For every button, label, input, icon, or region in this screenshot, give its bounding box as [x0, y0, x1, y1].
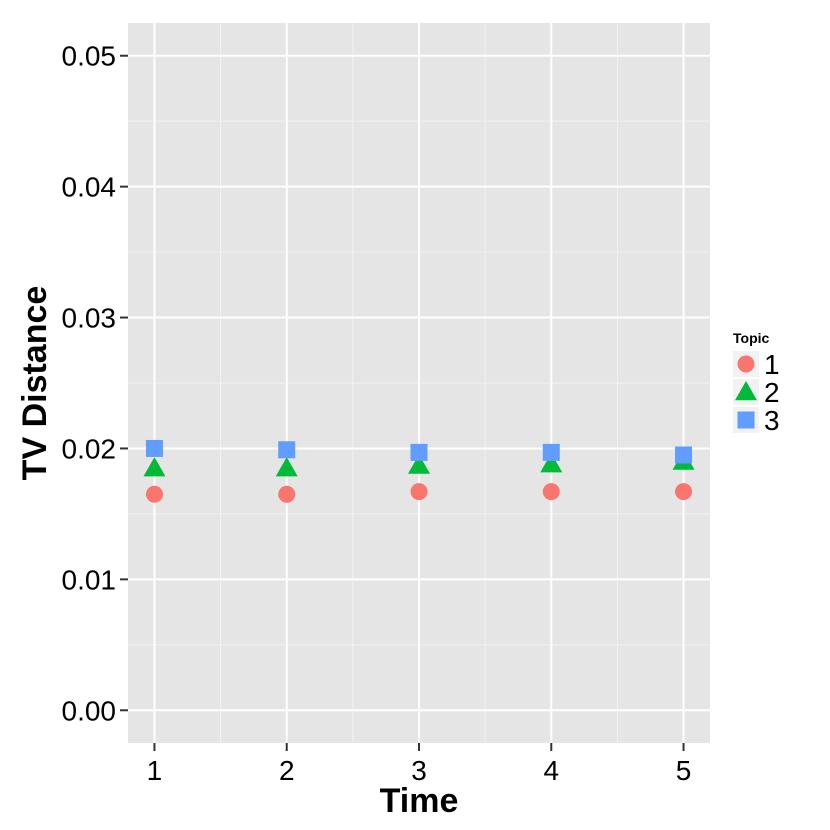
- y-tick-label: 0.02: [62, 433, 117, 464]
- legend-title: Topic: [733, 330, 770, 346]
- data-point-topic-1: [542, 483, 560, 501]
- data-point-topic-3: [675, 446, 693, 464]
- y-tick-label: 0.05: [62, 41, 117, 72]
- data-point-topic-1: [145, 485, 163, 503]
- legend-label-topic-1: 1: [764, 349, 780, 380]
- y-tick-label: 0.04: [62, 172, 117, 203]
- data-point-topic-3: [278, 441, 296, 459]
- x-tick-label: 1: [147, 755, 163, 786]
- x-tick-label: 5: [676, 755, 692, 786]
- axis-ticks: [120, 54, 685, 751]
- x-tick-label: 3: [411, 755, 427, 786]
- data-point-topic-3: [145, 439, 163, 457]
- data-point-topic-2: [540, 453, 563, 473]
- legend: Topic 123: [733, 330, 780, 436]
- y-tick-label: 0.03: [62, 303, 117, 334]
- legend-label-topic-3: 3: [764, 405, 780, 436]
- data-point-topic-2: [275, 457, 298, 477]
- legend-key-topic-3: [737, 411, 755, 429]
- y-tick-label: 0.01: [62, 564, 117, 595]
- x-axis-tick-labels: 1 2 3 4 5: [147, 755, 692, 786]
- data-point-topic-1: [278, 485, 296, 503]
- data-point-topic-3: [410, 443, 428, 461]
- x-axis-title: Time: [380, 782, 459, 820]
- grid: [128, 23, 710, 743]
- data-point-topic-3: [542, 443, 560, 461]
- x-tick-label: 2: [279, 755, 295, 786]
- y-tick-label: 0.00: [62, 695, 117, 726]
- legend-key-topic-2: [735, 381, 757, 401]
- data-point-topic-1: [410, 483, 428, 501]
- data-point-topic-2: [143, 457, 166, 477]
- legend-key-topic-1: [737, 355, 755, 373]
- y-axis-tick-labels: 0.00 0.01 0.02 0.03 0.04 0.05: [62, 41, 117, 727]
- legend-label-topic-2: 2: [764, 377, 780, 408]
- data-point-topic-1: [675, 483, 693, 501]
- x-tick-label: 4: [543, 755, 559, 786]
- y-axis-title: TV Distance: [16, 286, 54, 481]
- data-point-topic-2: [408, 454, 430, 474]
- data-points: [143, 439, 695, 503]
